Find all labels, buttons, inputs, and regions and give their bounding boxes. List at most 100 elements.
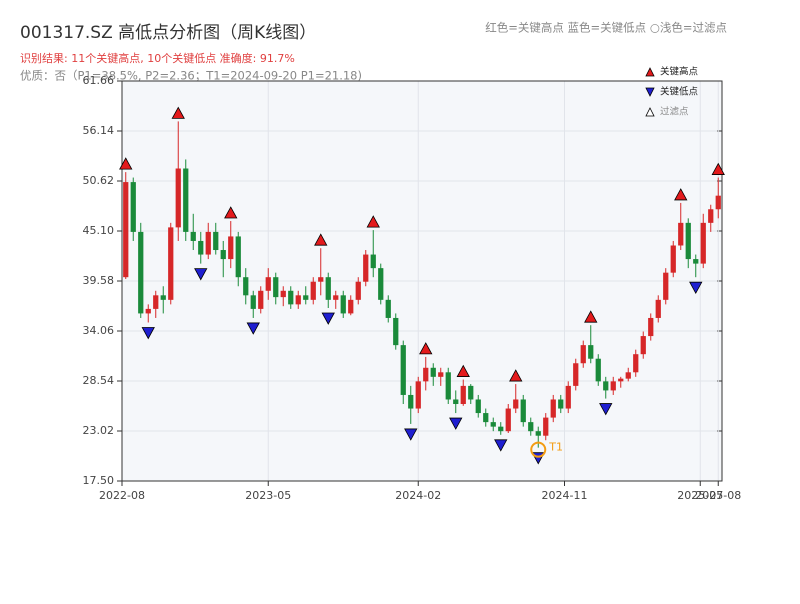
candle-body [378,268,384,300]
candle-body [228,236,234,260]
candle-body [273,277,279,298]
key-low-marker [404,428,418,441]
key-high-marker [366,215,380,228]
candle-body [655,299,661,318]
candle-body [220,250,226,260]
key-low-marker [449,417,463,430]
candle-body [498,426,504,432]
candle-body [400,345,406,395]
y-tick-label: 23.02 [83,424,115,437]
key-low-marker [689,281,703,295]
candle-body [543,417,549,436]
key-high-marker [711,162,725,175]
candle-body [310,281,316,300]
key-low-marker [599,403,613,416]
y-tick-label: 34.06 [83,324,115,337]
candle-body [438,372,444,377]
candle-body [175,168,181,228]
y-tick-label: 39.58 [83,274,115,287]
candle-body [235,236,241,278]
key-low-marker [321,312,335,325]
key-high-marker [419,342,433,355]
candle-body [130,182,136,232]
candle-body [670,245,676,273]
candle-body [303,295,309,300]
x-tick-label: 2025-08 [695,489,741,502]
note: 优质：否（P1=38.5%, P2=2.36；T1=2024-09-20 P1=… [20,69,362,83]
candle-body [198,240,204,255]
y-tick-label: 50.62 [83,174,115,187]
candle-body [520,399,526,423]
candle-body [153,295,159,309]
candle-body [370,254,376,269]
legend-marker [645,107,655,117]
header-legend: 红色=关键高点 蓝色=关键低点 ○浅色=过滤点 [485,21,727,35]
candle-body [483,413,489,423]
candle-body [535,431,541,436]
candle-body [715,195,721,210]
candle-body [213,231,219,251]
candle-body [430,367,436,377]
candle-body [640,336,646,355]
candle-body [565,385,571,409]
candle-body [205,231,211,255]
candle-body [468,385,474,400]
candle-body [258,290,264,309]
subtitle: 识别结果: 11个关键高点, 10个关键低点 准确度: 91.7% [20,51,295,65]
candle-body [190,231,196,241]
y-tick-label: 28.54 [83,374,115,387]
candle-body [453,399,459,405]
candle-body [318,277,324,282]
key-high-marker [584,310,598,323]
candle-body [700,222,706,264]
candle-body [363,254,369,282]
candle-body [408,394,414,409]
candle-body [288,290,294,305]
legend-marker [645,87,655,97]
candle-body [295,295,301,305]
candle-body [355,281,361,300]
candle-body [693,259,699,264]
legend-label: 关键高点 [660,66,699,78]
y-tick-label: 56.14 [83,124,115,137]
t1-label: T1 [548,441,563,454]
t1-marker [530,441,547,458]
legend-label: 关键低点 [660,86,699,98]
candle-body [445,372,451,400]
key-high-marker [171,106,185,119]
candle-body [460,385,466,405]
candle-body [243,277,249,296]
key-high-marker [509,369,523,382]
candle-body [633,354,639,373]
candle-body [528,422,534,432]
candle-body [423,367,429,382]
candle-body [573,363,579,386]
key-high-marker [456,364,470,377]
candle-body [610,381,616,391]
candle-body [618,378,624,382]
candle-body [595,358,601,382]
candle-body [325,277,331,300]
candle-body [123,182,129,278]
candle-body [663,272,669,300]
x-tick-label: 2025-07 [677,489,723,502]
key-low-marker [194,268,208,281]
candle-body [333,295,339,300]
x-tick-label: 2024-02 [395,489,441,502]
x-tick-label: 2022-08 [99,489,145,502]
key-low-marker [246,322,260,335]
candle-body [685,222,691,260]
candle-body [160,295,166,300]
key-high-marker [314,233,328,246]
candle-body [678,222,684,246]
key-low-marker [494,439,508,452]
candle-body [558,399,564,409]
chart-title: 001317.SZ 高低点分析图（周K线图） [20,23,316,43]
key-low-marker [141,327,155,340]
y-tick-label: 61.66 [83,74,115,87]
candle-body [385,299,391,318]
candle-body [580,345,586,364]
candle-body [415,381,421,409]
candle-body [340,295,346,314]
y-tick-label: 17.50 [83,474,115,487]
